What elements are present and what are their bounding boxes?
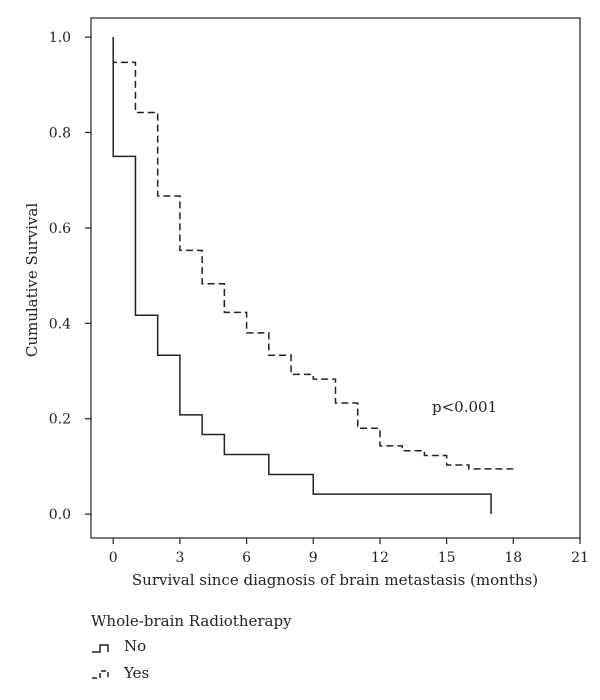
legend: Whole-brain Radiotherapy No Yes (91, 612, 292, 682)
x-tick-label: 12 (371, 550, 389, 566)
y-tick-label: 0.0 (49, 507, 71, 523)
legend-swatch-no (92, 644, 109, 653)
legend-label-no: No (124, 637, 146, 655)
y-tick-label: 0.2 (49, 412, 71, 428)
series-layer (112, 37, 514, 515)
legend-label-yes: Yes (123, 664, 149, 682)
x-tick-label: 18 (504, 550, 522, 566)
y-axis-ticks: 0.0 0.2 0.4 0.6 0.8 1.0 (49, 30, 91, 523)
legend-title: Whole-brain Radiotherapy (91, 612, 292, 630)
x-tick-label: 3 (175, 550, 184, 566)
legend-swatch-yes (92, 670, 109, 679)
x-tick-label: 9 (309, 550, 318, 566)
survival-line-yes (112, 37, 514, 470)
y-axis-title: Cumulative Survival (23, 203, 41, 358)
x-tick-label: 15 (438, 550, 456, 566)
x-tick-label: 0 (109, 550, 118, 566)
y-tick-label: 1.0 (49, 30, 71, 46)
p-value-annotation: p<0.001 (432, 398, 497, 416)
plot-frame (90, 17, 581, 539)
x-axis-title: Survival since diagnosis of brain metast… (132, 571, 538, 589)
y-tick-label: 0.8 (49, 125, 71, 141)
x-axis-ticks: 0 3 6 9 12 15 18 21 (109, 538, 589, 566)
y-tick-label: 0.4 (49, 316, 71, 332)
x-tick-label: 6 (242, 550, 251, 566)
x-tick-label: 21 (571, 550, 589, 566)
y-tick-label: 0.6 (49, 221, 71, 237)
survival-line-no (112, 37, 492, 515)
